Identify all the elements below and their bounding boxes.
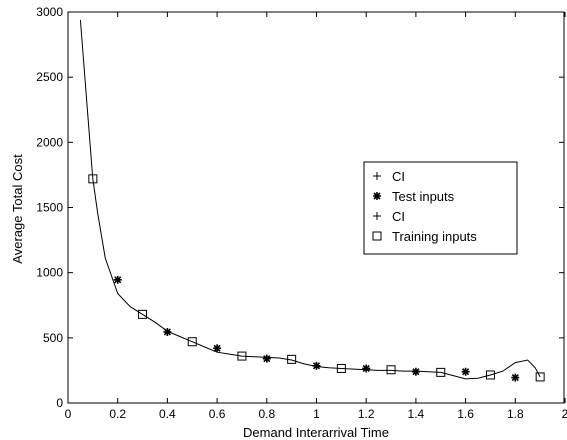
y-tick-label: 0 bbox=[56, 396, 63, 410]
training-input-point bbox=[88, 174, 98, 184]
training-input-point bbox=[386, 365, 396, 375]
y-tick-label: 3000 bbox=[36, 5, 63, 19]
x-tick-label: 2 bbox=[562, 407, 567, 421]
legend-marker bbox=[372, 231, 382, 241]
x-axis-label: Demand Interarrival Time bbox=[243, 425, 389, 440]
y-tick-label: 2000 bbox=[36, 135, 63, 149]
data-group bbox=[79, 19, 545, 382]
test-input-point bbox=[213, 344, 222, 353]
test-input-point bbox=[461, 367, 470, 376]
x-tick-label: 0.8 bbox=[258, 407, 275, 421]
legend-marker bbox=[373, 172, 381, 180]
training-input-point bbox=[535, 372, 545, 382]
x-tick-label: 1.8 bbox=[507, 407, 524, 421]
x-tick-label: 1.6 bbox=[457, 407, 474, 421]
test-input-point bbox=[411, 367, 420, 376]
legend-label: CI bbox=[392, 169, 405, 184]
training-input-point bbox=[287, 354, 297, 364]
x-tick-label: 1.2 bbox=[358, 407, 375, 421]
x-tick-label: 0.2 bbox=[109, 407, 126, 421]
ticks-group: 0 0.2 0.4 0.6 0.8 1 1.2 1.4 1.6 1.8 2 0 500 1000 1500 2… bbox=[36, 5, 567, 421]
legend-label: Test inputs bbox=[392, 189, 455, 204]
y-tick-label: 500 bbox=[43, 331, 63, 345]
test-input-point bbox=[163, 327, 172, 336]
y-tick-label: 1000 bbox=[36, 266, 63, 280]
x-tick-label: 1 bbox=[313, 407, 320, 421]
legend-box bbox=[363, 161, 518, 255]
x-tick-label: 0.6 bbox=[209, 407, 226, 421]
y-tick-label: 1500 bbox=[36, 201, 63, 215]
x-tick-label: 0.4 bbox=[159, 407, 176, 421]
test-input-point bbox=[113, 275, 122, 284]
training-input-point bbox=[237, 351, 247, 361]
legend-label: CI bbox=[392, 209, 405, 224]
y-axis-label: Average Total Cost bbox=[10, 154, 25, 264]
x-tick-label: 1.4 bbox=[408, 407, 425, 421]
training-input-point bbox=[138, 309, 148, 319]
legend-group: CI Test inputs CI Training inputs bbox=[363, 161, 518, 255]
legend-label: Training inputs bbox=[392, 229, 477, 244]
x-tick-label: 0 bbox=[65, 407, 72, 421]
training-input-point bbox=[436, 367, 446, 377]
legend-marker bbox=[373, 192, 381, 200]
test-input-point bbox=[262, 354, 271, 363]
test-input-point bbox=[362, 364, 371, 373]
test-input-point bbox=[511, 373, 520, 382]
y-tick-label: 2500 bbox=[36, 70, 63, 84]
training-input-point bbox=[336, 363, 346, 373]
legend-marker bbox=[373, 212, 381, 220]
training-input-point bbox=[187, 337, 197, 347]
test-input-point bbox=[312, 361, 321, 370]
training-input-point bbox=[485, 370, 495, 380]
